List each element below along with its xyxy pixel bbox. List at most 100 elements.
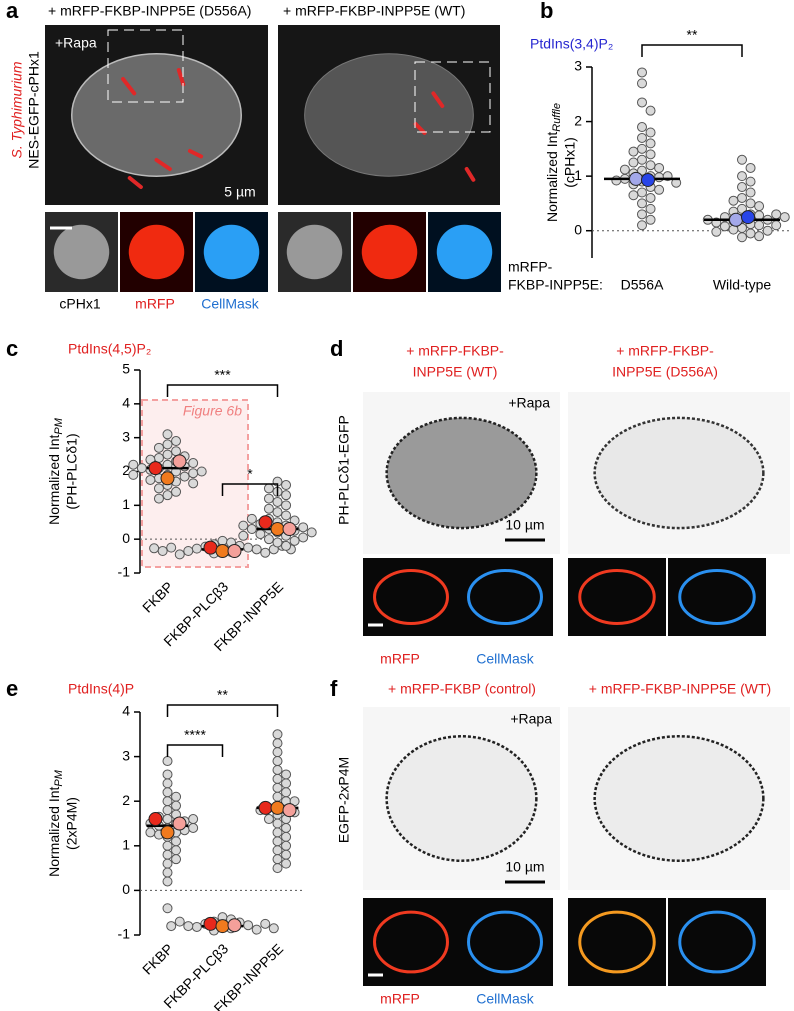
data-point	[637, 154, 647, 165]
y-axis-label-main: Normalized Int	[46, 787, 62, 877]
replicate-mean	[172, 816, 187, 831]
data-point	[171, 791, 182, 802]
data-point	[162, 903, 173, 914]
y-tick-label: 0	[122, 530, 130, 546]
data-point	[645, 105, 656, 116]
data-point	[779, 212, 790, 223]
panel-letter: c	[6, 336, 18, 361]
panel-title: + mRFP-FKBP-INPP5E (WT)	[589, 681, 771, 697]
data-point	[637, 209, 647, 220]
data-point	[637, 220, 647, 231]
panel-letter: f	[330, 676, 338, 701]
data-point	[272, 537, 283, 548]
data-point	[754, 231, 765, 242]
data-point	[272, 756, 283, 767]
x-tick-label: D556A	[621, 277, 664, 293]
significance-label: ***	[214, 367, 231, 383]
data-point	[243, 542, 254, 553]
data-point	[645, 149, 656, 160]
data-point	[637, 122, 647, 133]
roi-box	[107, 29, 184, 103]
chart-title: PtdIns(4)P	[68, 681, 134, 697]
data-point	[188, 478, 199, 489]
data-point	[157, 546, 168, 557]
data-point	[637, 67, 647, 78]
cell	[53, 224, 110, 280]
data-point	[272, 738, 283, 749]
data-point	[281, 787, 292, 798]
data-point	[238, 530, 249, 541]
scale-label: 10 µm	[505, 517, 544, 533]
data-point	[162, 439, 173, 450]
data-point	[183, 546, 194, 557]
significance-bracket	[221, 483, 279, 496]
significance-bracket	[166, 384, 279, 397]
panel-title: + mRFP-FKBP-INPP5E (WT)	[283, 3, 465, 19]
cell	[436, 224, 493, 280]
data-point	[737, 232, 747, 243]
panel-title: + mRFP-FKBP-	[406, 343, 504, 359]
data-point	[771, 220, 782, 231]
channel-label: mRFP	[380, 651, 420, 667]
data-point	[654, 162, 665, 173]
cell	[128, 224, 185, 280]
y-tick-label: 3	[122, 428, 130, 444]
data-point	[754, 220, 765, 231]
data-point	[281, 490, 292, 501]
data-point	[272, 863, 283, 874]
chart-title: PtdIns(4,5)P₂	[68, 341, 151, 357]
data-point	[728, 195, 739, 206]
panel-letter: b	[540, 0, 553, 23]
panel-letter: e	[6, 676, 18, 701]
data-point	[637, 143, 647, 154]
data-point	[754, 201, 765, 212]
data-point	[645, 127, 656, 138]
replicate-mean	[641, 172, 655, 187]
cell	[385, 416, 538, 530]
y-tick-label: -1	[118, 564, 131, 580]
bacterium	[431, 91, 445, 108]
data-point	[281, 510, 292, 521]
data-point	[153, 442, 164, 453]
roi-box	[414, 61, 491, 133]
data-point	[162, 429, 173, 440]
y-axis-label: Normalized IntPM	[46, 769, 65, 877]
data-point	[637, 97, 647, 108]
cell	[361, 224, 418, 280]
data-point	[611, 175, 622, 186]
data-point	[281, 540, 292, 551]
data-point	[645, 160, 656, 171]
data-point	[162, 796, 173, 807]
panel-letter: d	[330, 336, 343, 361]
data-point	[628, 190, 639, 201]
treatment-label: +Rapa	[55, 35, 97, 51]
data-point	[711, 226, 722, 237]
data-point	[145, 474, 156, 485]
data-point	[737, 192, 747, 203]
x-axis-label: FKBP-INPP5E:	[508, 277, 603, 293]
bacterium	[464, 167, 476, 182]
cell	[467, 910, 543, 974]
data-point	[645, 138, 656, 149]
data-point	[171, 436, 182, 447]
replicate-mean	[160, 825, 175, 840]
data-point	[255, 529, 266, 540]
significance-label: **	[217, 687, 228, 703]
data-point	[171, 800, 182, 811]
data-point	[298, 522, 309, 533]
data-point	[188, 468, 199, 479]
bacterium	[176, 68, 186, 87]
data-point	[243, 920, 254, 931]
data-point	[737, 182, 747, 193]
data-point	[272, 747, 283, 758]
data-point	[136, 463, 147, 474]
data-point	[628, 157, 639, 168]
significance-label: ****	[184, 727, 206, 743]
data-point	[637, 132, 647, 143]
y-axis-label-sub: PM	[53, 769, 65, 786]
y-tick-label: 0	[122, 881, 130, 897]
data-point	[162, 805, 173, 816]
bacterium	[154, 158, 172, 171]
treatment-label: +Rapa	[510, 711, 552, 727]
cell	[286, 224, 343, 280]
